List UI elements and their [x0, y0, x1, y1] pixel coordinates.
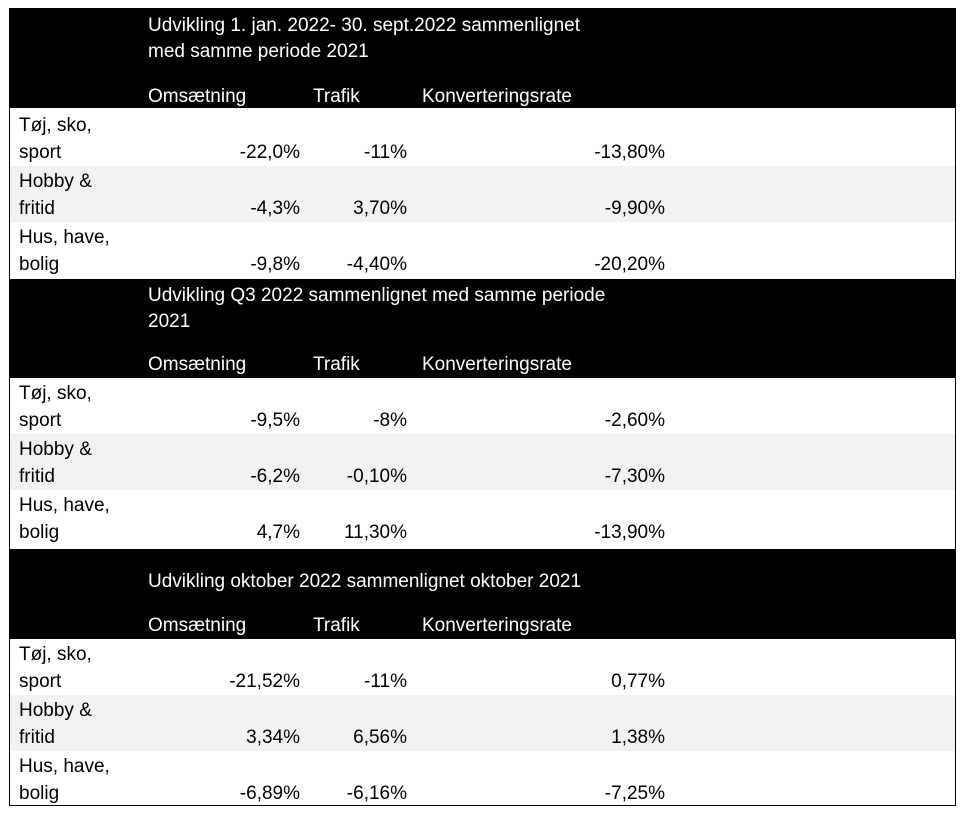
value-revenue: 3,34% — [246, 727, 300, 748]
value-conversion: 0,77% — [611, 671, 665, 692]
table-row: Tøj, sko, sport -22,0% -11% -13,80% — [10, 110, 955, 166]
value-conversion: -7,30% — [604, 466, 665, 487]
section-title: Udvikling 1. jan. 2022- 30. sept.2022 sa… — [148, 15, 580, 62]
section-q3: Udvikling Q3 2022 sammenlignet med samme… — [10, 279, 955, 549]
section-title: Udvikling Q3 2022 sammenlignet med samme… — [148, 285, 606, 332]
column-header-revenue: Omsætning — [148, 86, 247, 107]
row-label: Hus, have, bolig — [19, 495, 110, 543]
table-row: Hobby & fritid 3,34% 6,56% 1,38% — [10, 695, 955, 751]
value-traffic: -11% — [364, 671, 407, 692]
section-ytd: Udvikling 1. jan. 2022- 30. sept.2022 sa… — [10, 9, 955, 279]
value-conversion: 1,38% — [611, 727, 665, 748]
value-conversion: -7,25% — [604, 783, 665, 804]
row-label: Hobby & fritid — [19, 700, 92, 748]
column-header-conversion: Konverteringsrate — [422, 615, 572, 636]
value-revenue: -6,2% — [250, 466, 300, 487]
row-label: Tøj, sko, sport — [19, 115, 92, 163]
value-revenue: -4,3% — [250, 198, 300, 219]
value-revenue: -22,0% — [239, 142, 300, 163]
table-row: Hobby & fritid -4,3% 3,70% -9,90% — [10, 166, 955, 222]
value-revenue: -6,89% — [239, 783, 300, 804]
section-header: Udvikling 1. jan. 2022- 30. sept.2022 sa… — [10, 9, 955, 108]
row-label: Tøj, sko, sport — [19, 383, 92, 431]
value-conversion: -20,20% — [594, 254, 665, 275]
value-traffic: -8% — [373, 410, 407, 431]
value-traffic: -0,10% — [346, 466, 407, 487]
column-header-traffic: Trafik — [313, 615, 360, 636]
value-traffic: 6,56% — [353, 727, 407, 748]
value-conversion: -2,60% — [604, 410, 665, 431]
column-header-revenue: Omsætning — [148, 615, 247, 636]
section-title: Udvikling oktober 2022 sammenlignet okto… — [148, 571, 582, 592]
value-revenue: -9,8% — [250, 254, 300, 275]
value-traffic: -4,40% — [346, 254, 407, 275]
value-revenue: 4,7% — [256, 522, 300, 543]
value-conversion: -13,90% — [594, 522, 665, 543]
column-header-revenue: Omsætning — [148, 354, 247, 375]
column-header-conversion: Konverteringsrate — [422, 86, 572, 107]
value-traffic: 11,30% — [343, 522, 407, 543]
column-header-conversion: Konverteringsrate — [422, 354, 572, 375]
table-row: Hus, have, bolig -6,89% -6,16% -7,25% — [10, 751, 955, 805]
table-row: Tøj, sko, sport -21,52% -11% 0,77% — [10, 639, 955, 695]
table-row: Tøj, sko, sport -9,5% -8% -2,60% — [10, 378, 955, 434]
section-october: Udvikling oktober 2022 sammenlignet okto… — [10, 549, 955, 805]
table-row: Hus, have, bolig 4,7% 11,30% -13,90% — [10, 490, 955, 546]
value-revenue: -21,52% — [229, 671, 300, 692]
table-row: Hobby & fritid -6,2% -0,10% -7,30% — [10, 434, 955, 490]
column-header-traffic: Trafik — [313, 354, 360, 375]
row-label: Hobby & fritid — [19, 171, 92, 219]
section-header: Udvikling oktober 2022 sammenlignet okto… — [10, 549, 955, 639]
value-conversion: -9,90% — [604, 198, 665, 219]
row-label: Hobby & fritid — [19, 439, 92, 487]
section-header: Udvikling Q3 2022 sammenlignet med samme… — [10, 279, 955, 378]
value-traffic: -11% — [364, 142, 407, 163]
value-traffic: 3,70% — [353, 198, 407, 219]
row-label: Tøj, sko, sport — [19, 644, 92, 692]
row-label: Hus, have, bolig — [19, 227, 110, 275]
value-conversion: -13,80% — [594, 142, 665, 163]
value-traffic: -6,16% — [346, 783, 407, 804]
row-label: Hus, have, bolig — [19, 756, 110, 804]
column-header-traffic: Trafik — [313, 86, 360, 107]
value-revenue: -9,5% — [250, 410, 300, 431]
data-table-sheet: Udvikling 1. jan. 2022- 30. sept.2022 sa… — [9, 8, 956, 806]
table-row: Hus, have, bolig -9,8% -4,40% -20,20% — [10, 222, 955, 278]
